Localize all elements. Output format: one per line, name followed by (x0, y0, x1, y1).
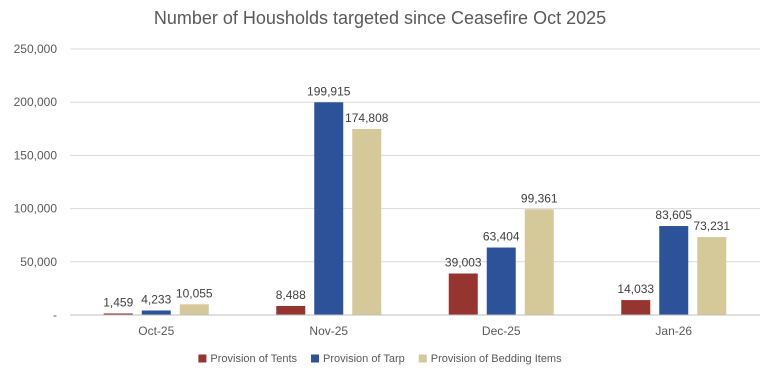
data-label: 1,459 (103, 295, 133, 309)
data-label: 99,361 (521, 191, 558, 205)
y-tick-label: - (53, 308, 57, 322)
legend-swatch (311, 354, 320, 363)
y-tick-label: 250,000 (14, 42, 58, 56)
bar (448, 273, 478, 315)
y-tick-label: 100,000 (14, 202, 58, 216)
legend-item: Provision of Bedding Items (418, 353, 562, 365)
bar (659, 226, 689, 315)
legend-label: Provision of Tents (210, 353, 297, 365)
x-axis: Oct-25 Nov-25 Dec-25 Jan-26 (70, 314, 760, 338)
legend-label: Provision of Bedding Items (431, 353, 562, 365)
bar (697, 237, 727, 315)
bar (314, 102, 344, 316)
chart-title: Number of Housholds targeted since Cease… (154, 8, 606, 28)
data-label: 10,055 (176, 286, 213, 300)
bars (103, 102, 727, 316)
legend-label: Provision of Tarp (323, 353, 405, 365)
bar (103, 313, 133, 315)
legend-swatch (198, 354, 207, 363)
data-label: 174,808 (345, 111, 389, 125)
bar (179, 304, 209, 315)
x-tick-label: Oct-25 (138, 324, 174, 338)
bar (352, 129, 382, 315)
data-label: 199,915 (307, 84, 351, 98)
bar (276, 305, 306, 315)
x-tick-label: Jan-26 (655, 324, 692, 338)
gridlines (70, 48, 760, 263)
y-tick-label: 150,000 (14, 148, 58, 162)
data-labels: 1,459 4,233 10,055 8,488 199,915 174,808 39,00… (103, 84, 730, 309)
x-tick-label: Nov-25 (309, 324, 348, 338)
legend-swatch (418, 354, 427, 363)
y-tick-label: 200,000 (14, 95, 58, 109)
bar (486, 247, 516, 315)
legend: Provision of Tents Provision of Tarp Provi… (198, 353, 562, 365)
data-label: 14,033 (617, 282, 654, 296)
y-axis: - 50,000 100,000 150,000 200,000 250,000 (14, 42, 58, 322)
data-label: 63,404 (483, 230, 520, 244)
data-label: 8,488 (276, 288, 306, 302)
legend-item: Provision of Tarp (311, 353, 405, 365)
data-label: 4,233 (141, 292, 171, 306)
x-tick-label: Dec-25 (482, 324, 521, 338)
bar (621, 300, 651, 315)
bar (524, 209, 554, 315)
data-label: 73,231 (693, 219, 730, 233)
y-tick-label: 50,000 (20, 255, 57, 269)
data-label: 83,605 (655, 208, 692, 222)
legend-item: Provision of Tents (198, 353, 298, 365)
data-label: 39,003 (445, 256, 482, 270)
bar (141, 310, 171, 315)
